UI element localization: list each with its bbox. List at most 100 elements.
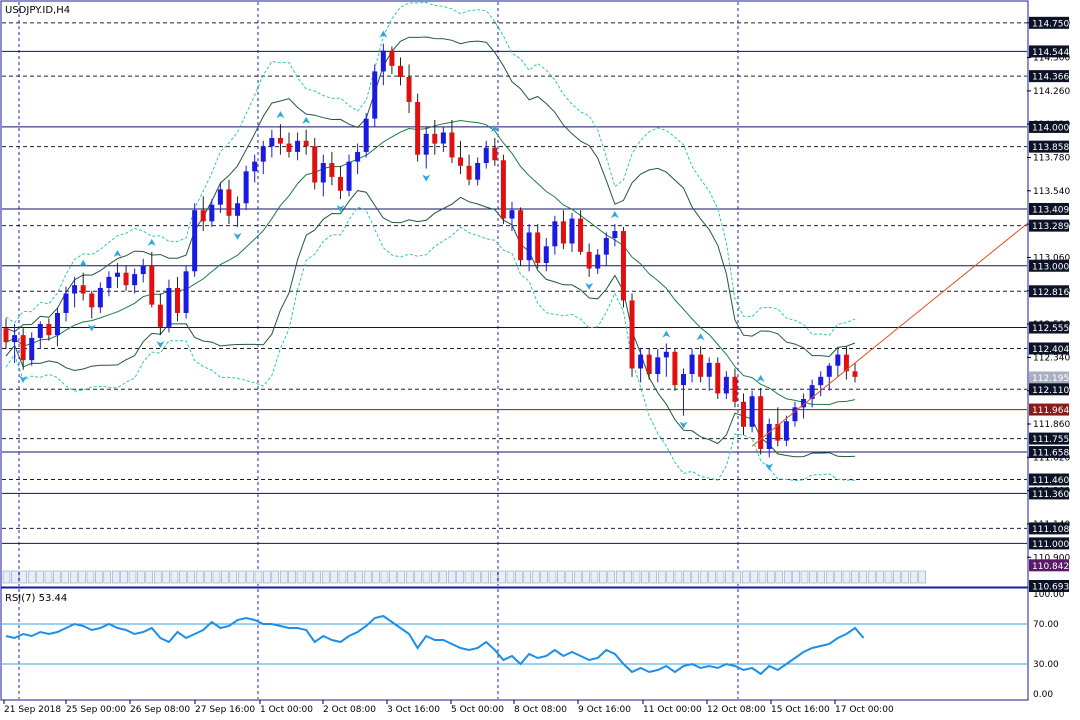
event-marker bbox=[515, 570, 523, 584]
time-axis: 21 Sep 2018 25 Sep 00:00 26 Sep 08:00 27 Se… bbox=[3, 700, 894, 715]
candle-body bbox=[329, 163, 335, 177]
event-marker bbox=[397, 570, 406, 584]
event-marker bbox=[204, 570, 212, 584]
date-label: 26 Sep 08:00 bbox=[130, 705, 190, 715]
price-label-box bbox=[1029, 219, 1069, 232]
event-marker bbox=[414, 570, 422, 584]
event-marker bbox=[61, 570, 70, 584]
candle-body bbox=[543, 246, 549, 263]
event-marker bbox=[834, 570, 842, 584]
price-label: 113.000 bbox=[1032, 262, 1069, 272]
candle-body bbox=[715, 362, 721, 394]
rsi-panel: 100.00 70.00 30.00 0.00 bbox=[2, 590, 1065, 700]
candle-body bbox=[526, 232, 532, 261]
price-label-box bbox=[1029, 487, 1069, 500]
fractal-down-arrow bbox=[336, 205, 345, 213]
candle-body bbox=[843, 354, 849, 372]
price-label: 114.544 bbox=[1032, 48, 1069, 58]
price-tick-label: 110.900 bbox=[1033, 553, 1070, 563]
price-tick-label: 113.540 bbox=[1033, 187, 1070, 197]
event-marker bbox=[817, 570, 826, 584]
price-label-box bbox=[1029, 342, 1069, 355]
event-marker bbox=[531, 570, 540, 584]
event-marker bbox=[237, 570, 246, 584]
fractal-down-arrow bbox=[19, 375, 28, 383]
candle-body bbox=[29, 337, 35, 361]
candle-body bbox=[595, 254, 601, 269]
price-label: 114.000 bbox=[1032, 123, 1069, 133]
event-marker bbox=[170, 570, 179, 584]
fractal-up-arrow bbox=[276, 111, 285, 119]
event-marker bbox=[699, 570, 708, 584]
date-label: 2 Oct 08:00 bbox=[323, 705, 376, 715]
candle-body bbox=[612, 231, 618, 238]
fractal-up-arrow bbox=[302, 116, 311, 124]
candle-body bbox=[638, 354, 644, 369]
event-marker bbox=[498, 570, 506, 584]
candle-body bbox=[792, 407, 798, 422]
event-marker bbox=[86, 570, 95, 584]
event-marker bbox=[145, 570, 154, 584]
event-marker bbox=[212, 570, 221, 584]
event-marker bbox=[800, 570, 809, 584]
candle-body bbox=[680, 374, 686, 386]
event-marker bbox=[867, 570, 876, 584]
event-marker bbox=[851, 570, 859, 584]
event-marker bbox=[195, 570, 204, 584]
event-marker bbox=[363, 570, 372, 584]
date-label: 21 Sep 2018 bbox=[4, 705, 61, 715]
fractal-down-arrow bbox=[87, 324, 96, 332]
date-label: 5 Oct 00:00 bbox=[451, 705, 504, 715]
date-label: 12 Oct 08:00 bbox=[707, 705, 766, 715]
candle-body bbox=[397, 65, 403, 77]
date-label: 15 Oct 16:00 bbox=[771, 705, 830, 715]
fractal-down-arrow bbox=[156, 341, 165, 349]
price-label: 110.693 bbox=[1032, 583, 1069, 593]
event-marker bbox=[456, 570, 464, 584]
candle-body bbox=[500, 160, 506, 219]
price-label: 111.360 bbox=[1032, 490, 1069, 500]
candle-body bbox=[775, 424, 781, 441]
band-outer-lower-line bbox=[5, 206, 856, 482]
event-marker bbox=[111, 570, 120, 584]
price-label: 112.816 bbox=[1032, 288, 1069, 298]
event-marker bbox=[53, 570, 61, 584]
price-label: 111.000 bbox=[1032, 540, 1069, 550]
event-marker bbox=[741, 570, 750, 584]
price-label-box bbox=[1029, 321, 1069, 334]
price-label: 114.750 bbox=[1032, 19, 1069, 29]
event-marker bbox=[380, 570, 389, 584]
candle-body bbox=[475, 163, 481, 180]
fractal-down-arrow bbox=[765, 463, 774, 471]
candle-body bbox=[560, 221, 566, 244]
price-label-box bbox=[1029, 202, 1069, 215]
price-label-box bbox=[1029, 259, 1069, 272]
candle-body bbox=[749, 396, 755, 427]
price-label-box bbox=[1029, 45, 1069, 58]
candle-body bbox=[63, 293, 69, 313]
candle-body bbox=[655, 357, 661, 375]
event-marker bbox=[792, 570, 800, 584]
band-outer-upper-line bbox=[5, 1, 856, 336]
fractal-up-arrow bbox=[662, 330, 671, 338]
candle-body bbox=[689, 354, 695, 375]
candle-body bbox=[483, 147, 489, 164]
candle-body bbox=[535, 232, 541, 263]
candle-body bbox=[235, 203, 241, 216]
horizontal-levels bbox=[2, 22, 1027, 544]
price-label: 110.842 bbox=[1032, 562, 1069, 572]
fractal-down-arrow bbox=[233, 232, 242, 240]
price-label-box bbox=[1029, 473, 1069, 486]
event-marker bbox=[229, 570, 238, 584]
event-marker bbox=[758, 570, 767, 584]
event-marker bbox=[859, 570, 868, 584]
candle-body bbox=[312, 146, 318, 183]
event-marker bbox=[372, 570, 380, 584]
rsi-tick-label: 0.00 bbox=[1033, 690, 1053, 700]
event-marker bbox=[918, 570, 926, 584]
candle-body bbox=[372, 71, 378, 119]
event-marker bbox=[523, 570, 532, 584]
candle-body bbox=[389, 50, 395, 66]
fractal-up-arrow bbox=[756, 374, 765, 382]
event-marker bbox=[179, 570, 187, 584]
